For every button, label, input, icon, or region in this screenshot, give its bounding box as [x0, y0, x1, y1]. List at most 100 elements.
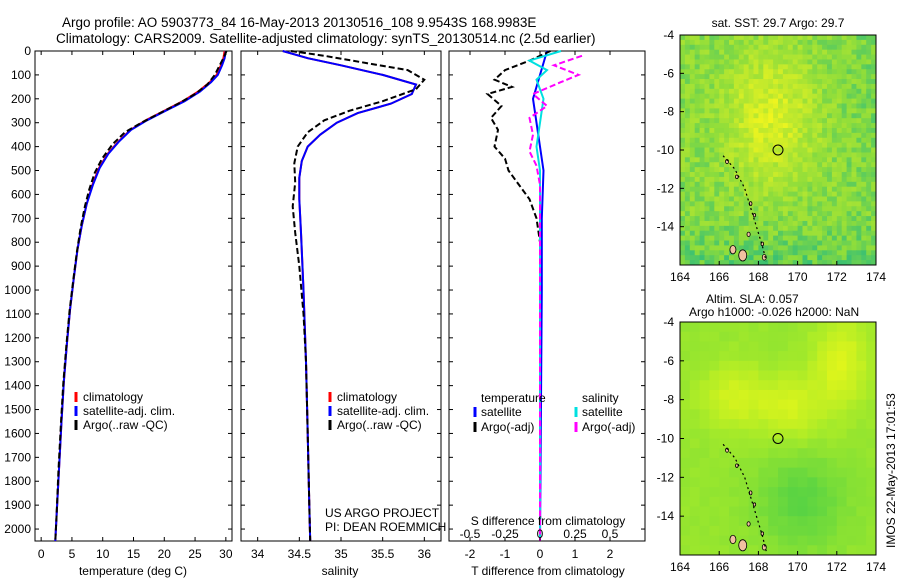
- map-cell: [778, 389, 789, 401]
- map-cell: [724, 147, 730, 153]
- map-cell: [684, 49, 691, 55]
- map-cell: [684, 88, 691, 95]
- map-cell: [846, 216, 852, 222]
- map-cell: [817, 123, 823, 129]
- imos-timestamp: IMOS 22-May-2013 17:01:53: [884, 393, 898, 548]
- map-cell: [699, 235, 705, 241]
- map-cell: [709, 428, 720, 439]
- map-cell: [851, 196, 857, 202]
- map-cell: [773, 216, 779, 222]
- map-cell: [773, 79, 779, 85]
- map-cell: [768, 127, 774, 134]
- depth-tick-label-5: 500: [11, 164, 31, 178]
- map-cell: [831, 201, 838, 207]
- map-cell: [792, 69, 798, 75]
- map-cell: [729, 525, 740, 536]
- map-cell: [704, 191, 710, 197]
- map-cell: [694, 216, 700, 222]
- map-cell: [748, 322, 759, 333]
- map-cell: [827, 211, 833, 217]
- map-cell: [841, 108, 847, 114]
- map-cell: [822, 162, 828, 168]
- map-cell: [871, 103, 877, 109]
- map-cell: [836, 211, 843, 217]
- map-cell: [748, 167, 754, 173]
- map-cell: [861, 88, 867, 95]
- map-cell: [856, 98, 862, 104]
- map-cell: [782, 39, 789, 46]
- map-cell: [714, 64, 720, 70]
- temperature-xtick-label-5: 25: [188, 547, 202, 561]
- map-cell: [827, 142, 833, 148]
- map-cell: [763, 64, 769, 70]
- map-cell: [871, 98, 877, 104]
- map-cell: [729, 54, 735, 60]
- map-cell: [812, 64, 818, 70]
- map-cell: [831, 167, 838, 173]
- map-cell: [719, 370, 730, 381]
- map-cell: [694, 69, 700, 75]
- map-cell: [753, 157, 759, 163]
- map-cell: [856, 250, 862, 256]
- map-cell: [846, 44, 852, 51]
- map-cell: [694, 98, 700, 104]
- map-cell: [714, 225, 720, 232]
- map-cell: [866, 74, 872, 80]
- map-cell: [787, 380, 798, 391]
- map-cell: [822, 206, 828, 212]
- map-cell: [812, 147, 818, 153]
- map-cell: [787, 196, 794, 202]
- map-cell: [699, 176, 705, 183]
- map-cell: [812, 162, 818, 168]
- map-cell: [817, 167, 823, 173]
- map-cell: [797, 123, 803, 129]
- map-cell: [841, 147, 847, 153]
- map-cell: [807, 525, 818, 536]
- map-cell: [802, 186, 808, 192]
- map-island: [738, 539, 748, 552]
- map-cell: [836, 360, 847, 371]
- map-cell: [748, 152, 754, 158]
- map-cell: [812, 123, 818, 129]
- map-cell: [778, 457, 789, 469]
- map-cell: [738, 162, 745, 168]
- map-cell: [719, 496, 730, 507]
- map-cell: [684, 220, 691, 227]
- map-cell: [836, 428, 847, 439]
- map-cell: [738, 132, 745, 139]
- map-cell: [709, 341, 720, 352]
- map-cell: [719, 230, 725, 237]
- map-cell: [724, 235, 730, 241]
- map-cell: [812, 103, 818, 109]
- map-cell: [782, 54, 789, 60]
- map-cell: [758, 360, 769, 371]
- map-cell: [684, 108, 691, 114]
- map-cell: [738, 147, 745, 153]
- map-cell: [738, 69, 745, 75]
- map-cell: [729, 360, 740, 371]
- map-cell: [758, 487, 769, 498]
- map-cell: [743, 113, 749, 119]
- map-cell: [680, 525, 691, 536]
- map-cell: [866, 457, 877, 469]
- map-cell: [694, 167, 700, 173]
- map-cell: [748, 535, 759, 546]
- map-cell: [738, 448, 749, 459]
- map-cell: [817, 516, 828, 527]
- map-cell: [733, 49, 740, 55]
- map-cell: [822, 93, 828, 100]
- map-cell: [729, 191, 735, 197]
- map-cell: [768, 389, 779, 401]
- map-cell: [724, 118, 730, 124]
- salinity-legend-label-2: Argo(..raw -QC): [337, 418, 422, 432]
- map-cell: [802, 157, 808, 163]
- map-cell: [724, 191, 730, 197]
- map-cell: [748, 98, 754, 104]
- map-cell: [807, 142, 813, 148]
- map-cell: [787, 69, 794, 75]
- map-cell: [748, 419, 759, 430]
- map-cell: [831, 142, 838, 148]
- map-cell: [680, 240, 686, 246]
- map-cell: [836, 322, 847, 333]
- map-cell: [773, 98, 779, 104]
